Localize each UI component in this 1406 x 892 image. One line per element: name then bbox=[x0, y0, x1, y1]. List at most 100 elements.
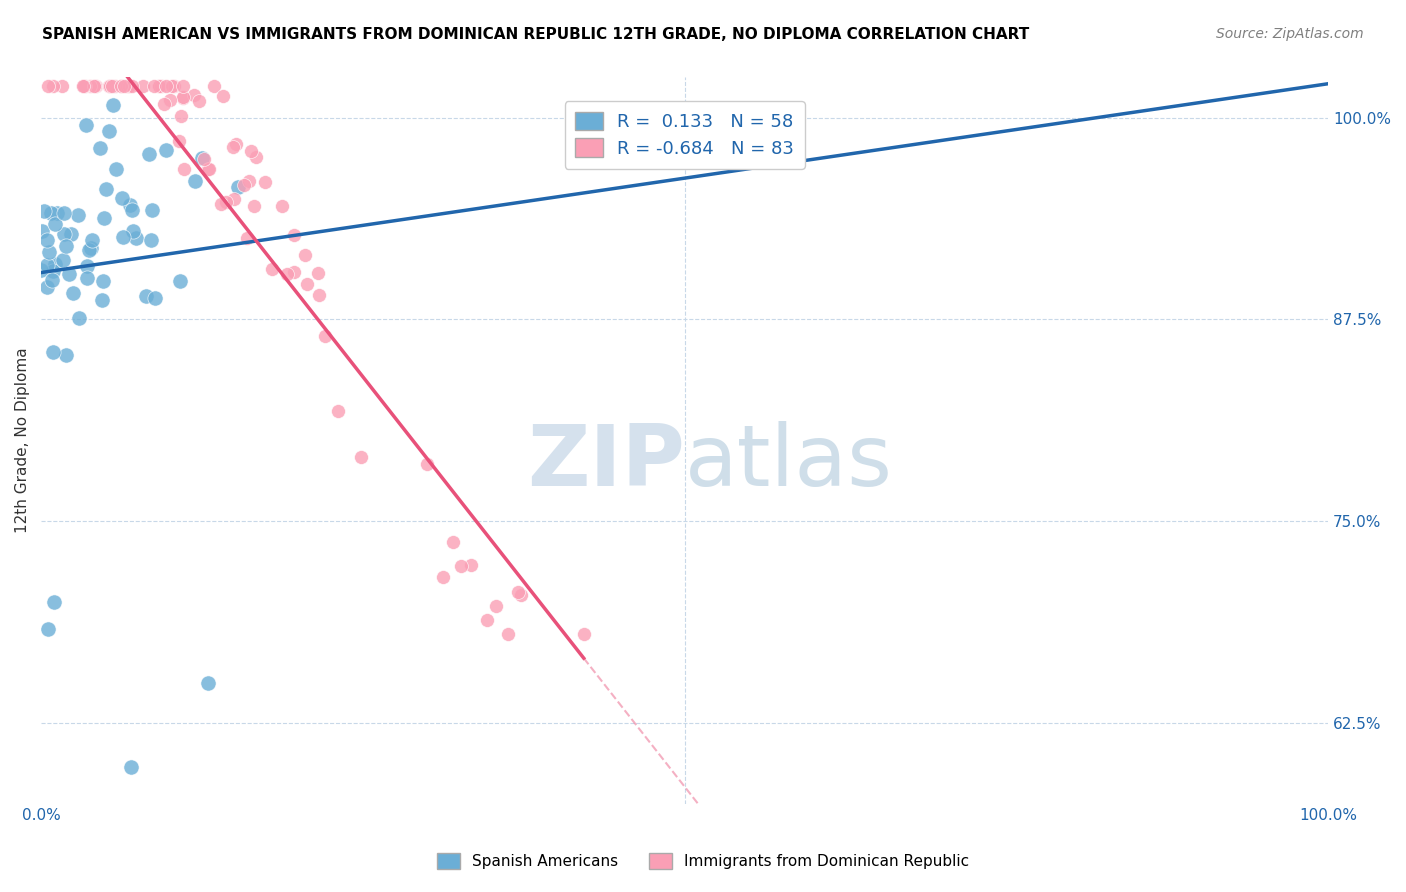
Point bbox=[80, 241, 103, 255]
Point bbox=[30, 263, 52, 277]
Point bbox=[60, 227, 83, 241]
Point bbox=[72, 78, 94, 93]
Point bbox=[121, 203, 143, 218]
Point bbox=[460, 558, 482, 573]
Point bbox=[198, 161, 221, 176]
Point bbox=[141, 233, 163, 247]
Point bbox=[79, 78, 101, 93]
Point bbox=[132, 78, 155, 93]
Point bbox=[104, 78, 127, 93]
Point bbox=[121, 78, 143, 93]
Point bbox=[100, 78, 122, 93]
Legend: R =  0.133   N = 58, R = -0.684   N = 83: R = 0.133 N = 58, R = -0.684 N = 83 bbox=[565, 101, 804, 169]
Point bbox=[260, 262, 283, 277]
Point bbox=[160, 78, 183, 93]
Point bbox=[112, 78, 135, 93]
Point bbox=[89, 141, 111, 155]
Point bbox=[143, 78, 166, 93]
Point bbox=[110, 78, 132, 93]
Point bbox=[167, 134, 190, 148]
Point bbox=[52, 206, 75, 220]
Point bbox=[42, 78, 65, 93]
Point bbox=[485, 599, 508, 613]
Point bbox=[215, 194, 238, 209]
Point bbox=[328, 403, 350, 417]
Point bbox=[115, 78, 138, 93]
Point bbox=[76, 259, 98, 273]
Text: atlas: atlas bbox=[685, 421, 893, 504]
Point bbox=[173, 161, 195, 176]
Point bbox=[295, 277, 318, 291]
Point bbox=[350, 450, 373, 465]
Point bbox=[66, 208, 89, 222]
Point bbox=[294, 248, 316, 262]
Point bbox=[221, 140, 243, 154]
Point bbox=[38, 244, 60, 259]
Point bbox=[432, 569, 454, 583]
Point bbox=[150, 78, 173, 93]
Point bbox=[82, 233, 104, 247]
Point bbox=[211, 88, 233, 103]
Point bbox=[153, 97, 176, 112]
Point bbox=[91, 293, 114, 307]
Point bbox=[32, 204, 55, 219]
Point bbox=[35, 280, 58, 294]
Point bbox=[314, 329, 336, 343]
Text: Source: ZipAtlas.com: Source: ZipAtlas.com bbox=[1216, 27, 1364, 41]
Point bbox=[233, 178, 256, 193]
Point bbox=[94, 181, 117, 195]
Point bbox=[148, 78, 170, 93]
Point bbox=[197, 675, 219, 690]
Point bbox=[37, 78, 59, 93]
Point bbox=[496, 627, 519, 641]
Point bbox=[58, 267, 80, 281]
Point bbox=[117, 78, 139, 93]
Point bbox=[91, 275, 114, 289]
Point bbox=[270, 199, 292, 213]
Point bbox=[236, 230, 259, 244]
Point bbox=[222, 192, 245, 206]
Point bbox=[31, 225, 53, 239]
Point bbox=[67, 310, 90, 325]
Point bbox=[450, 558, 472, 573]
Point bbox=[197, 161, 219, 176]
Point bbox=[83, 78, 105, 93]
Point bbox=[55, 239, 77, 253]
Point bbox=[93, 211, 115, 226]
Point bbox=[155, 78, 177, 93]
Text: ZIP: ZIP bbox=[527, 421, 685, 504]
Point bbox=[141, 202, 163, 217]
Point bbox=[240, 144, 263, 158]
Point bbox=[46, 205, 69, 219]
Point bbox=[238, 174, 260, 188]
Point bbox=[52, 252, 75, 267]
Point bbox=[44, 217, 66, 231]
Point bbox=[193, 152, 215, 166]
Point bbox=[155, 143, 177, 157]
Point bbox=[307, 266, 329, 280]
Point bbox=[170, 109, 193, 123]
Point bbox=[112, 229, 135, 244]
Point bbox=[172, 91, 194, 105]
Text: SPANISH AMERICAN VS IMMIGRANTS FROM DOMINICAN REPUBLIC 12TH GRADE, NO DIPLOMA CO: SPANISH AMERICAN VS IMMIGRANTS FROM DOMI… bbox=[42, 27, 1029, 42]
Point bbox=[169, 274, 191, 288]
Point bbox=[101, 78, 124, 93]
Point bbox=[103, 98, 125, 112]
Point bbox=[148, 78, 170, 93]
Point bbox=[75, 118, 97, 132]
Point bbox=[184, 174, 207, 188]
Point bbox=[120, 759, 142, 773]
Point bbox=[72, 78, 94, 93]
Point bbox=[283, 227, 305, 242]
Point bbox=[415, 457, 437, 471]
Point bbox=[276, 267, 298, 281]
Point bbox=[37, 623, 59, 637]
Point bbox=[98, 78, 121, 93]
Point bbox=[77, 243, 100, 257]
Point bbox=[41, 345, 63, 359]
Point bbox=[441, 535, 464, 549]
Point bbox=[37, 233, 59, 247]
Point bbox=[509, 588, 531, 602]
Legend: Spanish Americans, Immigrants from Dominican Republic: Spanish Americans, Immigrants from Domin… bbox=[430, 847, 976, 875]
Point bbox=[143, 291, 166, 305]
